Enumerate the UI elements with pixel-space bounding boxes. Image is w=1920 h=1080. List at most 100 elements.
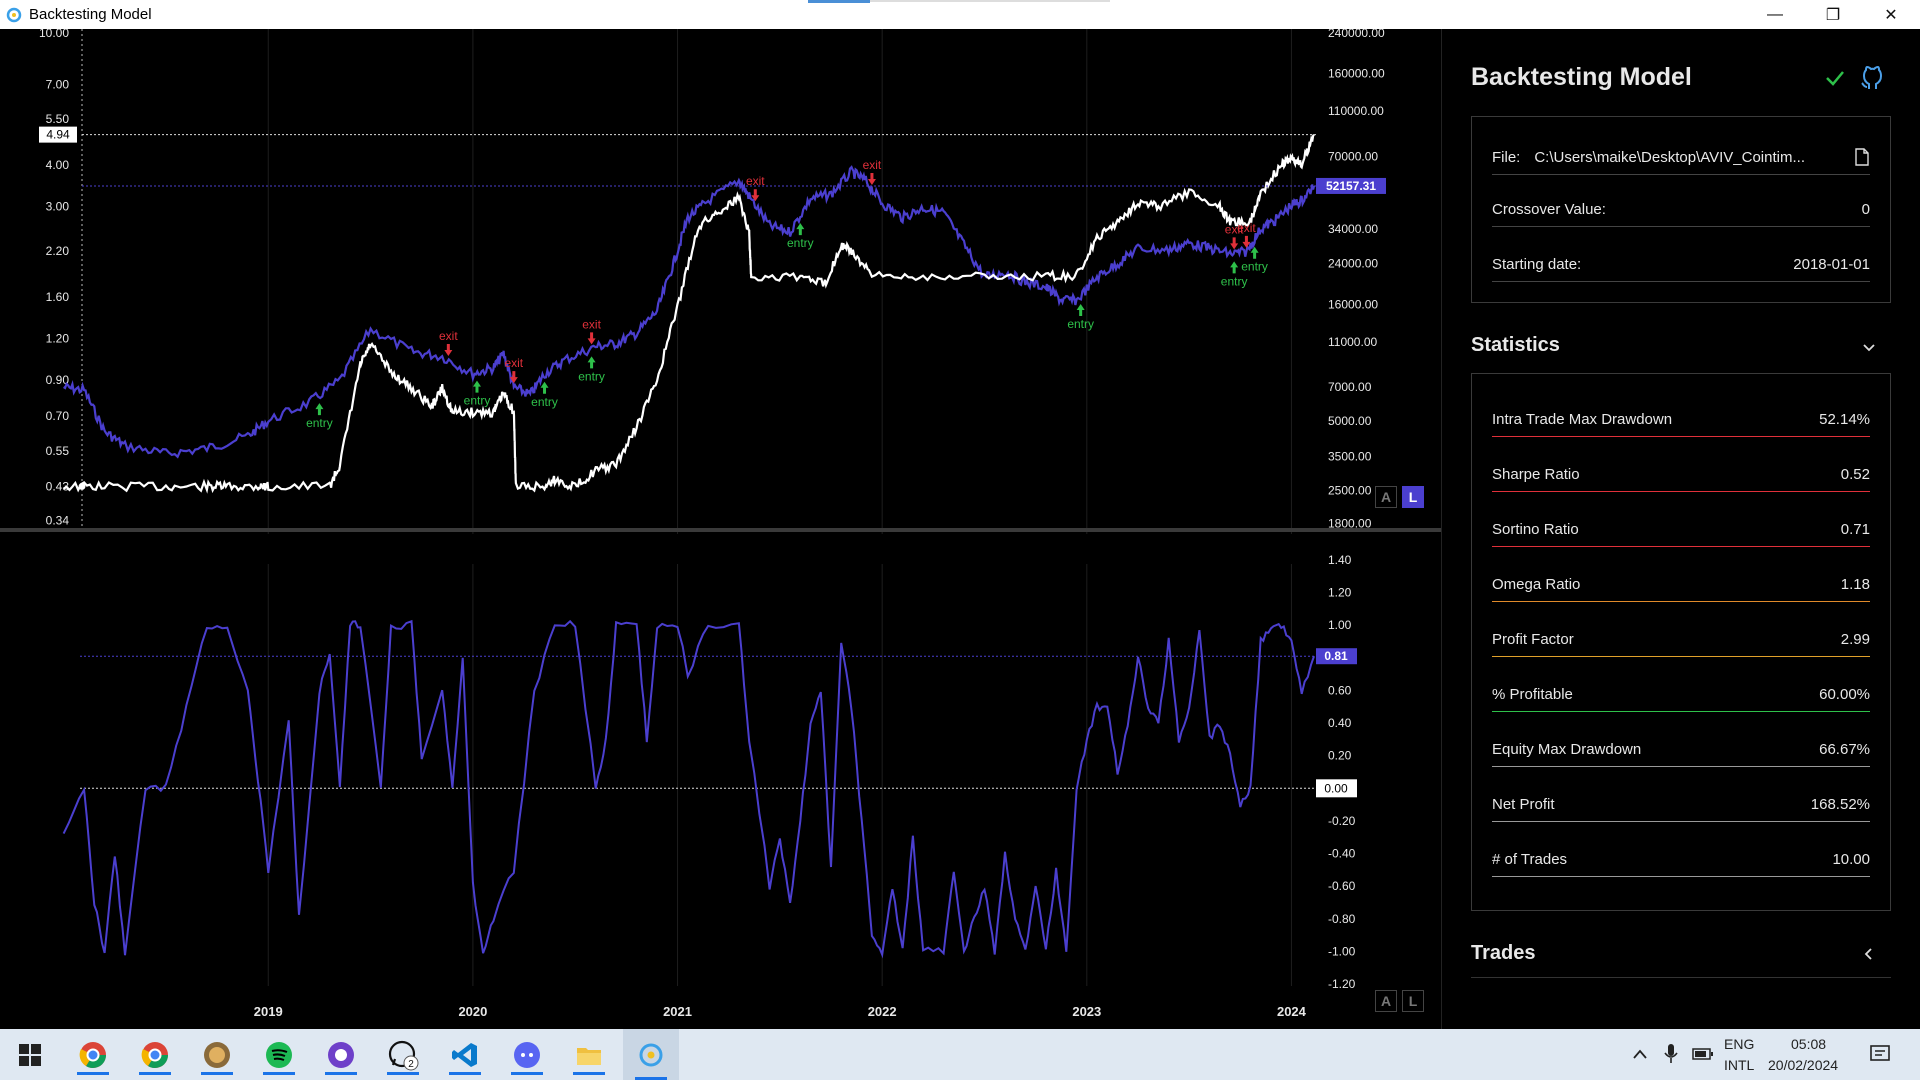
right-axis-label: 70000.00 <box>1328 149 1378 163</box>
right-axis-label: 110000.00 <box>1328 104 1384 118</box>
entry-arrow <box>315 403 324 416</box>
close-button[interactable]: ✕ <box>1884 6 1898 24</box>
chart-area[interactable]: 2019 2020 2021 2022 2023 2024 10.00 7.00 5.50 4.0… <box>0 29 1441 1029</box>
entry-arrow <box>587 356 596 369</box>
x-tick-label: 2019 <box>254 1004 283 1019</box>
left-axis-label: 3.00 <box>46 199 70 213</box>
crossover-row[interactable]: Crossover Value: 0 <box>1492 201 1870 227</box>
file-row[interactable]: File: C:\Users\maike\Desktop\AVIV_Cointi… <box>1492 148 1870 175</box>
stat-row: Omega Ratio 1.18 <box>1492 576 1870 602</box>
stat-value: 66.67% <box>1819 741 1870 758</box>
file-explorer-app-icon[interactable] <box>567 1035 611 1075</box>
stat-label: # of Trades <box>1492 851 1568 868</box>
left-axis-label: 2.20 <box>46 244 70 258</box>
document-icon[interactable] <box>1854 148 1870 166</box>
stat-value: 60.00% <box>1819 686 1870 703</box>
clock-date[interactable]: 20/02/2024 <box>1768 1057 1839 1073</box>
bottom-axis-label: 1.20 <box>1328 586 1352 600</box>
left-axis-label: 1.20 <box>46 332 70 346</box>
starting-date-row[interactable]: Starting date: 2018-01-01 <box>1492 256 1870 282</box>
stat-label: Sharpe Ratio <box>1492 466 1580 483</box>
settings-box: File: C:\Users\maike\Desktop\AVIV_Cointi… <box>1471 116 1891 303</box>
left-axis-label: 0.34 <box>46 513 70 527</box>
browser-app-icon[interactable] <box>195 1035 239 1075</box>
x-tick-label: 2022 <box>868 1004 897 1019</box>
window-title: Backtesting Model <box>29 6 152 23</box>
exit-label: exit <box>1237 221 1256 235</box>
language-primary[interactable]: ENG <box>1724 1036 1755 1052</box>
notification-icon[interactable] <box>1870 1044 1890 1064</box>
left-axis-label: 7.00 <box>46 77 70 91</box>
entry-label: entry <box>1067 317 1094 331</box>
entry-label: entry <box>1241 260 1268 274</box>
discord-app-icon[interactable] <box>505 1035 549 1075</box>
chrome-app-icon[interactable] <box>133 1035 177 1075</box>
price-series-line <box>63 165 1316 459</box>
restore-button[interactable]: ❐ <box>1825 6 1841 24</box>
github-desktop-app-icon[interactable] <box>319 1035 363 1075</box>
exit-arrow <box>509 371 518 384</box>
right-axis-label: 2500.00 <box>1328 483 1372 497</box>
stat-row: # of Trades 10.00 <box>1492 851 1870 877</box>
price-marker-label: 52157.31 <box>1326 179 1376 193</box>
stat-row: Sharpe Ratio 0.52 <box>1492 466 1870 492</box>
entry-label: entry <box>787 236 814 250</box>
stat-value: 2.99 <box>1840 631 1870 648</box>
vscode-app-icon[interactable] <box>443 1035 487 1075</box>
whatsapp-app-icon[interactable]: 2 <box>381 1035 425 1075</box>
left-axis-label: 4.00 <box>46 158 70 172</box>
chevron-up-icon[interactable] <box>1632 1048 1648 1060</box>
side-panel: Backtesting Model File: C:\Users\maike\D… <box>1441 29 1920 1029</box>
windows-start-icon[interactable] <box>19 1044 41 1066</box>
top-log-scale-button[interactable]: L <box>1402 486 1424 508</box>
bottom-axis-label: -1.00 <box>1328 944 1356 958</box>
exit-label: exit <box>1225 222 1244 236</box>
bottom-axis-label: -0.60 <box>1328 879 1356 893</box>
entry-arrow <box>1250 246 1259 259</box>
check-icon[interactable] <box>1824 67 1846 89</box>
stat-row: Profit Factor 2.99 <box>1492 631 1870 657</box>
microphone-icon[interactable] <box>1664 1043 1678 1065</box>
whatsapp-badge: 2 <box>408 1059 414 1070</box>
entry-arrow <box>1076 303 1085 316</box>
right-axis-label: 24000.00 <box>1328 257 1378 271</box>
exit-arrow <box>751 189 760 202</box>
language-secondary[interactable]: INTL <box>1724 1057 1755 1073</box>
stat-value: 10.00 <box>1832 851 1870 868</box>
left-axis-label: 5.50 <box>46 112 70 126</box>
top-auto-scale-button[interactable]: A <box>1375 486 1397 508</box>
chevron-down-icon[interactable] <box>1861 339 1877 355</box>
zero-marker-box <box>1316 779 1357 798</box>
chevron-left-icon[interactable] <box>1861 946 1877 962</box>
bottom-log-scale-button[interactable]: L <box>1402 990 1424 1012</box>
bottom-axis-label: -0.40 <box>1328 847 1356 861</box>
bottom-axis-label: 0.20 <box>1328 749 1352 763</box>
stat-label: Omega Ratio <box>1492 576 1581 593</box>
backtesting-app-icon[interactable] <box>623 1029 679 1080</box>
clock-time[interactable]: 05:08 <box>1791 1036 1827 1052</box>
github-icon[interactable] <box>1860 65 1884 91</box>
indicator-marker-box <box>1316 648 1357 665</box>
starting-date-label: Starting date: <box>1492 256 1582 273</box>
stat-label: Intra Trade Max Drawdown <box>1492 411 1673 428</box>
battery-icon[interactable] <box>1692 1047 1714 1061</box>
file-path: C:\Users\maike\Desktop\AVIV_Cointim... <box>1534 148 1805 166</box>
x-tick-label: 2023 <box>1072 1004 1101 1019</box>
equity-start-dot <box>78 482 86 490</box>
equity-marker-label: 4.94 <box>46 128 70 142</box>
spotify-app-icon[interactable] <box>257 1035 301 1075</box>
bottom-axis-label: -0.80 <box>1328 912 1356 926</box>
title-accent-2 <box>870 0 1110 2</box>
stat-row: Sortino Ratio 0.71 <box>1492 521 1870 547</box>
app-logo-icon <box>6 7 22 22</box>
chrome-profile-app-icon[interactable] <box>71 1035 115 1075</box>
left-axis-label: 0.90 <box>46 373 70 387</box>
entry-label: entry <box>531 395 558 409</box>
minimize-button[interactable]: — <box>1767 5 1783 23</box>
exit-label: exit <box>504 356 523 370</box>
right-axis-label: 34000.00 <box>1328 222 1378 236</box>
bottom-auto-scale-button[interactable]: A <box>1375 990 1397 1012</box>
statistics-title: Statistics <box>1471 334 1560 356</box>
crossover-label: Crossover Value: <box>1492 201 1606 218</box>
entry-label: entry <box>306 416 333 430</box>
